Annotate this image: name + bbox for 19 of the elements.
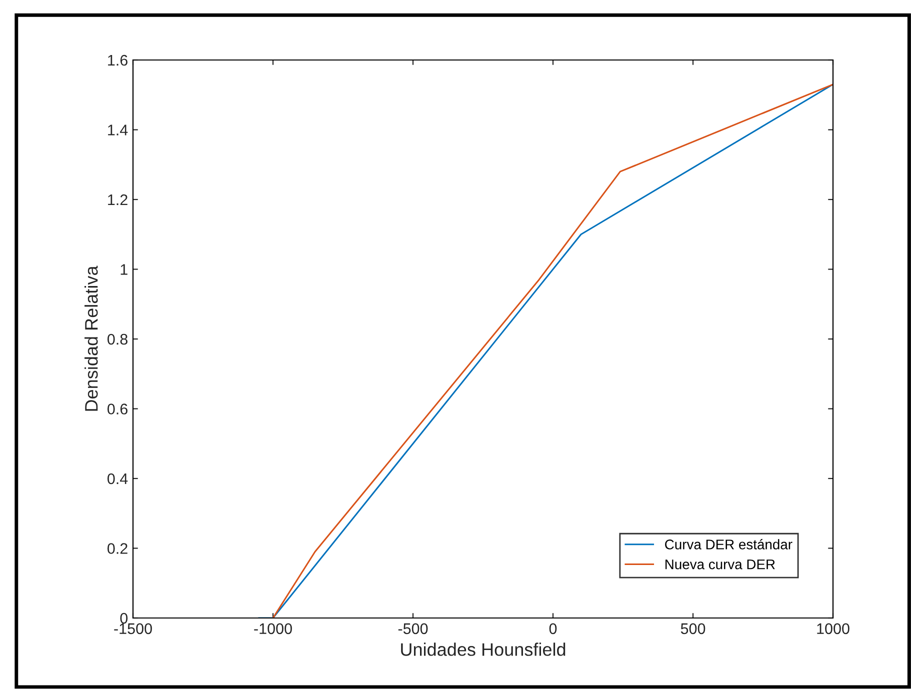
x-tick-label: 0 <box>549 623 557 634</box>
x-axis-title: Unidades Hounsfield <box>401 642 566 656</box>
x-tick-label: 500 <box>680 623 706 634</box>
y-tick-label: 0 <box>120 612 128 624</box>
y-tick-label: 0.2 <box>108 543 128 554</box>
x-tick-label: 1000 <box>817 623 850 634</box>
legend-label: Curva DER estándar <box>665 539 792 550</box>
x-tick-label: -1000 <box>254 623 292 634</box>
y-tick-label: 1.6 <box>108 54 128 66</box>
legend-label: Nueva curva DER <box>666 560 775 570</box>
y-axis-title: Densidad Relativa <box>84 266 98 411</box>
y-tick-label: 1.4 <box>108 124 128 136</box>
y-tick-label: 1.2 <box>108 194 128 206</box>
y-tick-label: 0.8 <box>108 334 128 345</box>
y-tick-label: 0.6 <box>108 404 128 414</box>
y-tick-label: 1 <box>120 264 128 275</box>
y-tick-label: 0.4 <box>108 473 128 484</box>
x-tick-label: -500 <box>398 623 428 634</box>
x-tick-label: -1500 <box>114 623 152 634</box>
